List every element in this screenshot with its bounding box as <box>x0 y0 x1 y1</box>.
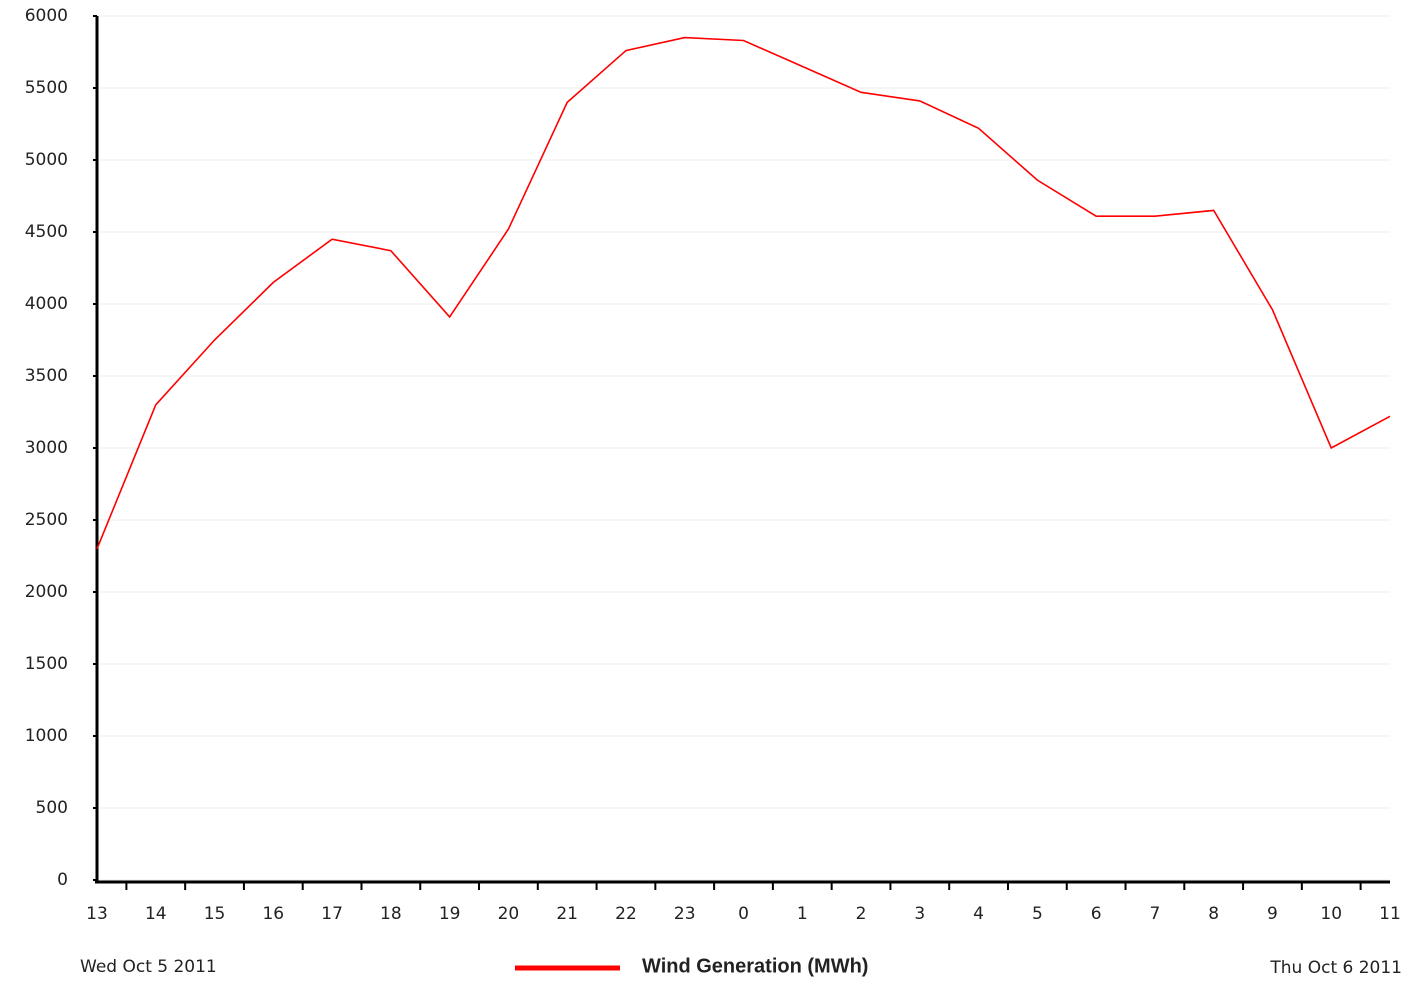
y-tick-label: 2500 <box>25 510 68 530</box>
x-tick-label: 23 <box>674 904 696 924</box>
x-tick-label: 10 <box>1320 904 1342 924</box>
x-tick-label: 18 <box>380 904 402 924</box>
x-tick-label: 5 <box>1032 904 1043 924</box>
x-tick-label: 1 <box>797 904 808 924</box>
x-tick-label: 0 <box>738 904 749 924</box>
y-tick-label: 4500 <box>25 222 68 242</box>
x-tick-label: 11 <box>1379 904 1401 924</box>
y-tick-label: 4000 <box>25 294 68 314</box>
x-tick-label: 20 <box>498 904 520 924</box>
x-tick-label: 22 <box>615 904 637 924</box>
x-tick-label: 17 <box>321 904 343 924</box>
x-tick-label: 2 <box>856 904 867 924</box>
x-tick-label: 16 <box>262 904 284 924</box>
x-tick-label: 19 <box>439 904 461 924</box>
y-tick-label: 5000 <box>25 150 68 170</box>
x-tick-label: 9 <box>1267 904 1278 924</box>
x-tick-label: 4 <box>973 904 984 924</box>
y-tick-label: 5500 <box>25 78 68 98</box>
y-tick-label: 1500 <box>25 654 68 674</box>
x-tick-label: 7 <box>1149 904 1160 924</box>
x-tick-label: 3 <box>914 904 925 924</box>
y-tick-label: 1000 <box>25 726 68 746</box>
y-tick-label: 3500 <box>25 366 68 386</box>
line-series <box>96 36 1391 550</box>
x-tick-label: 21 <box>556 904 578 924</box>
y-tick-label: 3000 <box>25 438 68 458</box>
x-start-date: Wed Oct 5 2011 <box>80 957 217 977</box>
legend-text: Wind Generation (MWh) <box>642 955 868 977</box>
x-tick-label: 13 <box>86 904 108 924</box>
y-tick-label: 0 <box>57 870 68 890</box>
y-tick-label: 500 <box>36 798 68 818</box>
x-tick-label: 6 <box>1091 904 1102 924</box>
x-end-date: Thu Oct 6 2011 <box>1269 958 1402 978</box>
x-tick-label: 15 <box>204 904 226 924</box>
y-tick-label: 2000 <box>25 582 68 602</box>
y-tick-label: 6000 <box>25 6 68 26</box>
x-tick-label: 14 <box>145 904 167 924</box>
x-tick-label: 8 <box>1208 904 1219 924</box>
